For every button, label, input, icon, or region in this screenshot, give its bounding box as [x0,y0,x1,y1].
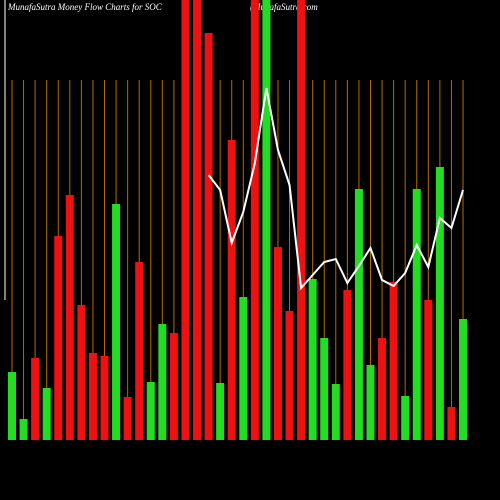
bar [273,247,282,440]
bar [320,338,329,440]
bar [285,311,294,440]
bar [308,279,317,440]
bar [65,195,74,440]
bar [146,382,155,440]
bar [193,0,202,440]
bar [343,290,352,440]
bar [204,33,213,440]
bar [100,356,109,440]
bar [227,140,236,440]
chart-subtitle: (MunafaSutra.com [250,2,318,12]
bar [366,365,375,440]
bar [354,189,363,440]
bar [88,353,97,440]
bar [181,0,190,440]
bar [447,407,456,440]
bar [135,262,144,440]
money-flow-line [207,87,464,291]
bar [424,300,433,440]
bar [389,282,398,440]
bar [459,319,467,440]
bar [401,396,410,440]
bar [123,397,132,440]
bar [331,384,340,440]
bar [262,0,271,440]
bar [435,167,444,440]
bar [239,297,248,440]
bar [8,372,16,440]
bar [216,383,225,440]
chart-title: MunafaSutra Money Flow Charts for SOC [7,2,163,12]
bar [412,189,421,440]
bar [54,236,63,440]
bar [169,333,178,440]
bar [112,204,121,440]
bar [378,338,387,440]
bar [31,358,40,440]
bar [42,388,51,440]
bar [250,0,259,440]
bar [158,324,167,440]
bar [77,305,86,440]
bar [19,419,28,440]
bar [297,0,306,440]
